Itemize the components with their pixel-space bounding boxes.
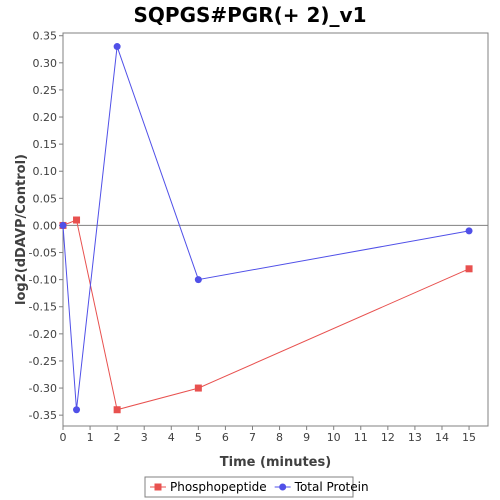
x-axis-label: Time (minutes) <box>220 455 331 470</box>
phosphopeptide-point <box>113 406 121 414</box>
x-tick-label: 3 <box>141 431 148 444</box>
phosphopeptide-point <box>73 216 81 224</box>
x-tick-label: 7 <box>249 431 256 444</box>
y-axis-label: log2(dDAVP/Control) <box>14 154 29 305</box>
y-tick-label: 0.00 <box>33 219 58 232</box>
y-tick-label: -0.35 <box>29 409 57 422</box>
y-tick-label: 0.30 <box>33 57 58 70</box>
y-tick-label: -0.25 <box>29 355 57 368</box>
plot-area <box>62 32 489 427</box>
y-tick-label: 0.20 <box>33 111 58 124</box>
x-tick-label: 9 <box>303 431 310 444</box>
x-tick-label: 1 <box>87 431 94 444</box>
legend-total-protein-label: Total Protein <box>294 480 369 494</box>
x-tick-label: 5 <box>195 431 202 444</box>
y-tick-label: -0.30 <box>29 382 57 395</box>
axis-ticks: 0 1 2 3 4 5 6 7 8 9 10 11 12 13 14 15-0.35-0.30-0.25-0.… <box>29 30 477 444</box>
legend: Phosphopeptide Total Protein <box>144 476 369 498</box>
total-protein-point <box>113 43 121 51</box>
phosphopeptide-point <box>194 384 202 392</box>
legend-box <box>144 476 354 498</box>
x-tick-label: 12 <box>381 431 395 444</box>
x-tick-label: 6 <box>222 431 229 444</box>
legend-phosphopeptide-label: Phosphopeptide <box>170 480 267 494</box>
x-tick-label: 14 <box>435 431 449 444</box>
chart-title: SQPGS#PGR(+ 2)_v1 <box>134 3 367 27</box>
x-tick-label: 4 <box>168 431 175 444</box>
total-protein-point <box>194 276 202 284</box>
y-tick-label: -0.15 <box>29 301 57 314</box>
y-tick-label: 0.15 <box>33 138 58 151</box>
y-tick-label: -0.05 <box>29 247 57 260</box>
y-tick-label: 0.10 <box>33 165 58 178</box>
legend-phosphopeptide-marker <box>154 483 162 491</box>
series-layer <box>59 43 473 414</box>
total-protein-point <box>73 406 81 414</box>
total-protein-point <box>59 221 67 229</box>
x-tick-label: 8 <box>276 431 283 444</box>
x-tick-label: 2 <box>114 431 121 444</box>
x-tick-label: 10 <box>327 431 341 444</box>
legend-total-protein-marker <box>279 483 287 491</box>
x-tick-label: 0 <box>60 431 67 444</box>
x-tick-label: 13 <box>408 431 422 444</box>
total-protein-point <box>465 227 473 235</box>
y-tick-label: -0.10 <box>29 274 57 287</box>
x-tick-label: 11 <box>354 431 368 444</box>
y-tick-label: 0.05 <box>33 192 58 205</box>
x-tick-label: 15 <box>462 431 476 444</box>
y-tick-label: 0.25 <box>33 84 58 97</box>
y-tick-label: -0.20 <box>29 328 57 341</box>
y-tick-label: 0.35 <box>33 30 58 43</box>
phosphopeptide-point <box>465 265 473 273</box>
